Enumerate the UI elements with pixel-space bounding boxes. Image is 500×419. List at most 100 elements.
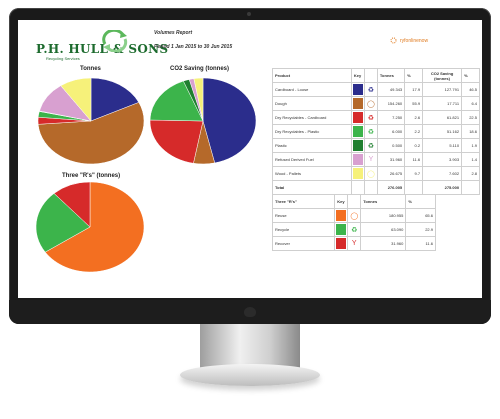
table-row: Cardboard - Loose ♻ 49.343 17.9 127.791 46.5 bbox=[272, 82, 480, 97]
co2-pct-cell: 1.4 bbox=[461, 152, 480, 167]
co2-pct-cell: 22.5 bbox=[461, 110, 480, 125]
brand-logo: ryfonlinenow bbox=[400, 38, 429, 44]
pct-cell: 2.2 bbox=[404, 124, 424, 139]
pct-cell: 22.9 bbox=[405, 222, 436, 237]
waste-type-icon: ♻ bbox=[363, 138, 378, 153]
three-rs-table: Three "R's" Key Tonnes % Reuse ◯ 180.955 65… bbox=[271, 194, 436, 251]
camera-icon bbox=[247, 12, 251, 16]
pie-slice bbox=[202, 77, 257, 164]
col-co2-pct: % bbox=[461, 68, 480, 83]
co2-pct-cell: 6.4 bbox=[461, 96, 480, 111]
total-co2: 275.000 bbox=[422, 180, 463, 195]
col-key: Key bbox=[334, 194, 349, 209]
table-row: Plastic ♻ 0.500 0.2 5.110 1.9 bbox=[272, 138, 480, 153]
chart-title-co2: CO2 Saving (tonnes) bbox=[170, 66, 230, 72]
co2-cell: 51.162 bbox=[422, 124, 463, 139]
co2-cell: 7.602 bbox=[422, 166, 463, 181]
col-product: Product bbox=[272, 68, 352, 83]
pie-slice bbox=[44, 181, 145, 273]
co2-cell: 61.821 bbox=[422, 110, 463, 125]
tonnes-cell: 180.955 bbox=[360, 208, 407, 223]
co2-pct-cell: 1.9 bbox=[461, 138, 480, 153]
three-rs-label: Reuse bbox=[271, 208, 336, 223]
co2-cell: 17.711 bbox=[422, 96, 463, 111]
waste-type-icon: ♻ bbox=[363, 82, 378, 97]
table-row: Refused Derived Fuel Y 31.960 11.6 3.903 1.4 bbox=[272, 152, 480, 167]
tonnes-cell: 7.250 bbox=[376, 110, 406, 125]
pie-chart-co2 bbox=[149, 77, 257, 165]
monitor-stand-neck bbox=[200, 324, 300, 368]
pie-slice bbox=[53, 181, 91, 228]
col-tonnes: Tonnes bbox=[376, 68, 406, 83]
company-subtitle: Recycling Services bbox=[46, 56, 80, 61]
chart-title-three-rs: Three "R's" (tonnes) bbox=[62, 173, 121, 179]
waste-type-icon: Y bbox=[363, 152, 378, 167]
key-swatch bbox=[350, 152, 365, 167]
table-row: Reuse ◯ 180.955 65.6 bbox=[271, 208, 436, 223]
recycle-arrows-icon bbox=[102, 30, 128, 52]
apple-logo-icon bbox=[244, 307, 256, 317]
tonnes-cell: 6.000 bbox=[376, 124, 406, 139]
pie-slice bbox=[149, 80, 204, 122]
col-tonnes: Tonnes bbox=[360, 194, 407, 209]
waste-type-icon: ♻ bbox=[363, 110, 378, 125]
key-swatch bbox=[350, 124, 365, 139]
pie-slice bbox=[60, 77, 92, 122]
co2-pct-cell: 46.5 bbox=[461, 82, 480, 97]
table-row: Dry Recyclables - Plastic ♻ 6.000 2.2 51.162… bbox=[272, 124, 480, 139]
pie-chart-tonnes bbox=[37, 77, 145, 165]
pct-cell: 55.9 bbox=[404, 96, 424, 111]
company-logo: P.H. HULL & SONS bbox=[36, 42, 169, 56]
pie-slice bbox=[193, 77, 204, 122]
co2-cell: 127.791 bbox=[422, 82, 463, 97]
col-pct: % bbox=[405, 194, 436, 209]
tonnes-cell: 0.500 bbox=[376, 138, 406, 153]
product-cell: Cardboard - Loose bbox=[272, 82, 352, 97]
product-cell: Dry Recyclables - Cardboard bbox=[272, 110, 352, 125]
table-row: Recover Y 31.960 11.6 bbox=[271, 236, 436, 251]
tonnes-cell: 26.675 bbox=[376, 166, 406, 181]
waste-type-icon: ◯ bbox=[363, 166, 378, 181]
waste-type-icon: ◯ bbox=[347, 208, 362, 223]
product-cell: Refused Derived Fuel bbox=[272, 152, 352, 167]
key-swatch bbox=[350, 110, 365, 125]
pct-cell: 11.6 bbox=[405, 236, 436, 251]
pie-slice bbox=[90, 77, 140, 122]
table-row: Recycle ♻ 63.090 22.9 bbox=[271, 222, 436, 237]
tonnes-cell: 31.960 bbox=[376, 152, 406, 167]
waste-type-icon: Y bbox=[347, 236, 362, 251]
key-swatch bbox=[350, 96, 365, 111]
report-screen: P.H. HULL & SONS Recycling Services Volu… bbox=[18, 20, 482, 298]
key-swatch bbox=[350, 138, 365, 153]
report-period: Period 1 Jan 2015 to 30 Jun 2015 bbox=[154, 44, 233, 50]
tonnes-cell: 31.960 bbox=[360, 236, 407, 251]
waste-type-icon: ♻ bbox=[363, 124, 378, 139]
three-rs-label: Recycle bbox=[271, 222, 336, 237]
products-table: Product Key Tonnes % CO2 Saving (tonnes)… bbox=[272, 68, 480, 195]
col-key: Key bbox=[350, 68, 365, 83]
pct-cell: 9.7 bbox=[404, 166, 424, 181]
product-cell: Plastic bbox=[272, 138, 352, 153]
waste-type-icon: ◯ bbox=[363, 96, 378, 111]
col-co2: CO2 Saving (tonnes) bbox=[422, 68, 463, 83]
pct-cell: 17.9 bbox=[404, 82, 424, 97]
key-swatch bbox=[334, 208, 349, 223]
waste-type-icon: ♻ bbox=[347, 222, 362, 237]
co2-pct-cell: 2.8 bbox=[461, 166, 480, 181]
col-icon bbox=[363, 68, 378, 83]
three-rs-label: Recover bbox=[271, 236, 336, 251]
pct-cell: 11.6 bbox=[404, 152, 424, 167]
col-icon bbox=[347, 194, 362, 209]
pie-slice bbox=[149, 119, 204, 164]
key-swatch bbox=[350, 82, 365, 97]
table-row: Dough ◯ 154.260 55.9 17.711 6.4 bbox=[272, 96, 480, 111]
sun-icon bbox=[390, 37, 397, 44]
pie-slice bbox=[35, 193, 91, 253]
table-row: Dry Recyclables - Cardboard ♻ 7.250 2.6 61.8… bbox=[272, 110, 480, 125]
table-row: Wood - Pallets ◯ 26.675 9.7 7.602 2.8 bbox=[272, 166, 480, 181]
chart-title-tonnes: Tonnes bbox=[80, 66, 101, 72]
total-label: Total bbox=[272, 180, 352, 195]
key-swatch bbox=[334, 222, 349, 237]
total-tonnes: 276.005 bbox=[376, 180, 406, 195]
pie-slice bbox=[37, 102, 145, 165]
